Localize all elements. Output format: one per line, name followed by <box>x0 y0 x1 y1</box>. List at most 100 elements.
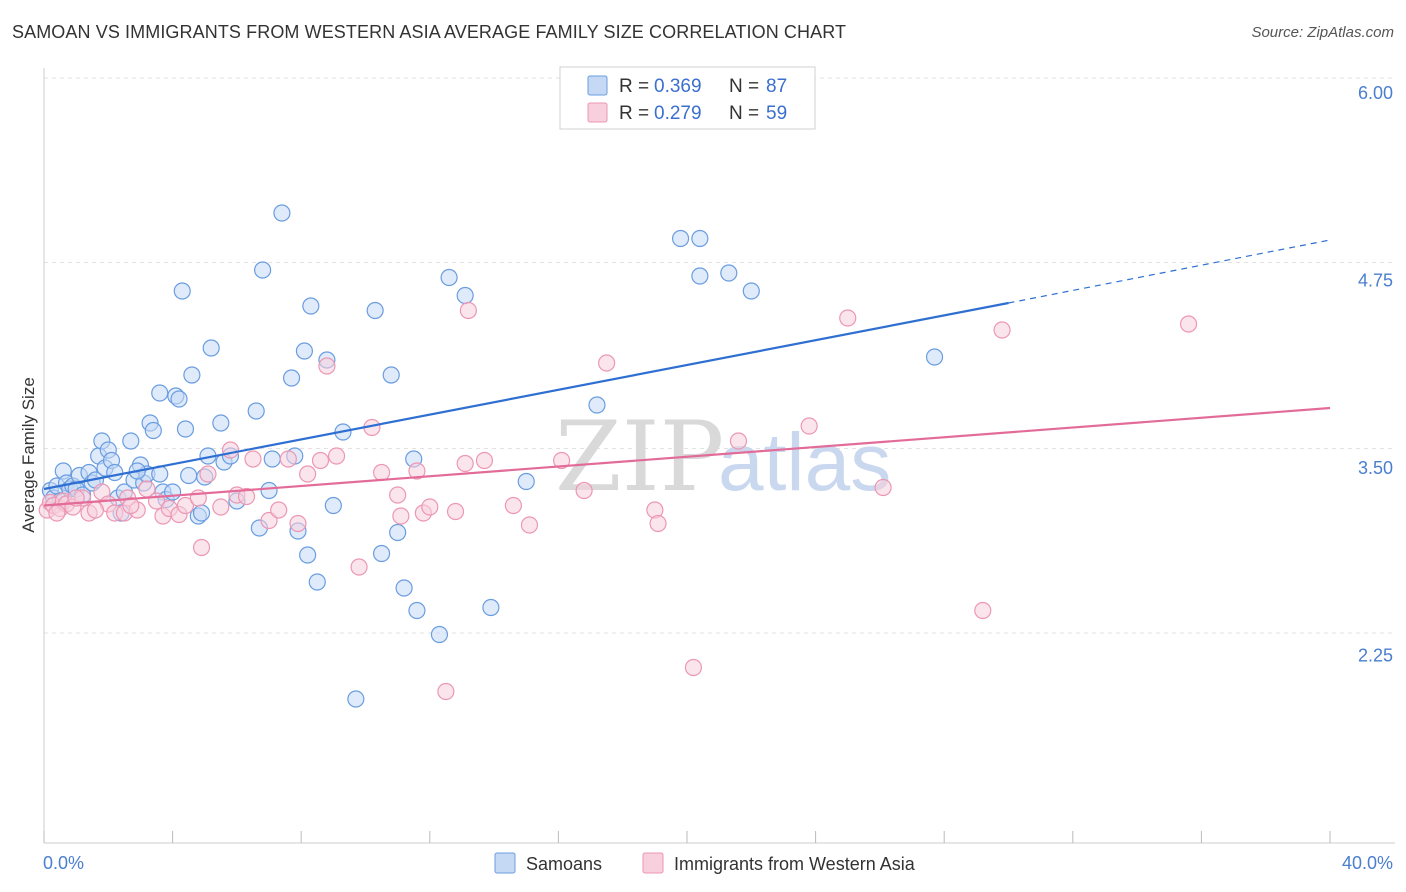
samoans-point-39 <box>183 366 201 384</box>
samoans-point-29 <box>144 421 162 440</box>
samoans-point-81 <box>691 267 709 285</box>
legend-n-value-0: 87 <box>766 76 787 97</box>
western-asia-point-50 <box>504 496 522 515</box>
western-asia-point-40 <box>389 486 407 504</box>
western-asia-point-54 <box>598 354 616 372</box>
western-asia-point-61 <box>874 478 892 497</box>
western-asia-point-22 <box>192 538 211 557</box>
western-asia-point-60 <box>839 309 857 327</box>
western-asia-point-41 <box>392 507 410 525</box>
chart-title: SAMOAN VS IMMIGRANTS FROM WESTERN ASIA A… <box>12 22 847 42</box>
samoans-point-85 <box>151 384 169 402</box>
western-asia-point-67 <box>86 501 105 519</box>
source-label: Source: ZipAtlas.com <box>1251 24 1394 41</box>
samoans-point-83 <box>742 282 760 300</box>
samoans-point-67 <box>372 544 391 563</box>
y-tick-label-2: 3.50 <box>1358 458 1393 478</box>
axes <box>43 68 1395 844</box>
x-tick-label-right: 40.0% <box>1342 853 1393 873</box>
y-tick-labels: 6.00 4.75 3.50 2.25 <box>1358 83 1393 666</box>
western-asia-point-49 <box>475 451 494 470</box>
samoans-point-23 <box>122 432 140 450</box>
samoans-point-36 <box>173 282 191 300</box>
western-asia-point-24 <box>212 498 230 516</box>
correlation-legend: R = 0.369 N = 87 R = 0.279 N = 59 <box>559 66 816 130</box>
samoans-point-44 <box>202 339 220 357</box>
samoans-point-33 <box>164 483 182 501</box>
western-asia-point-59 <box>800 417 818 435</box>
samoans-point-61 <box>308 573 326 591</box>
samoans-point-69 <box>389 523 407 542</box>
western-asia-point-51 <box>520 516 539 534</box>
samoans-point-80 <box>691 229 709 248</box>
samoans-point-72 <box>408 601 426 620</box>
samoans-point-19 <box>106 463 124 482</box>
western-asia-point-58 <box>729 432 748 450</box>
western-asia-point-52 <box>553 451 571 470</box>
bottom-legend-swatch-samoans <box>494 852 516 874</box>
samoans-point-50 <box>254 261 272 279</box>
western-asia-point-65 <box>48 504 66 522</box>
western-asia-point-68 <box>122 496 140 515</box>
legend-r-value-1: 0.279 <box>654 103 702 124</box>
samoans-point-63 <box>324 496 342 515</box>
western-asia-point-32 <box>289 514 307 533</box>
samoans-point-52 <box>260 481 278 500</box>
western-asia-point-29 <box>260 511 278 530</box>
samoans-point-55 <box>282 369 301 387</box>
samoans-trend-line <box>43 301 1009 491</box>
western-asia-point-30 <box>270 501 288 519</box>
samoans-point-82 <box>720 264 738 282</box>
samoans-point-66 <box>366 301 384 320</box>
samoans-point-79 <box>671 229 690 248</box>
western-asia-point-64 <box>1179 315 1198 333</box>
samoans-point-73 <box>430 625 449 644</box>
western-asia-point-20 <box>176 496 195 515</box>
western-asia-point-56 <box>649 514 667 533</box>
samoans-point-59 <box>302 297 320 315</box>
legend-r-value-0: 0.369 <box>654 76 702 97</box>
western-asia-point-23 <box>199 465 217 483</box>
legend-swatch-western-asia <box>587 102 608 123</box>
samoans-point-65 <box>347 690 365 708</box>
samoans-point-77 <box>517 472 535 491</box>
samoans-point-58 <box>295 342 314 360</box>
samoans-point-70 <box>395 579 413 597</box>
y-tick-label-0: 6.00 <box>1358 83 1393 103</box>
grid-lines <box>44 77 1395 634</box>
western-asia-point-47 <box>456 454 474 473</box>
bottom-legend-swatch-western-asia <box>642 852 664 874</box>
western-asia-point-37 <box>350 558 368 576</box>
western-asia-point-62 <box>974 601 992 620</box>
western-asia-point-28 <box>244 450 262 468</box>
western-asia-point-27 <box>237 487 256 506</box>
samoans-point-76 <box>482 598 500 617</box>
western-asia-point-48 <box>459 301 477 320</box>
samoans-point-54 <box>273 204 291 222</box>
western-asia-point-35 <box>318 357 336 375</box>
samoans-point-37 <box>176 420 195 438</box>
western-asia-point-31 <box>279 450 297 468</box>
legend-n-value-1: 59 <box>766 103 787 124</box>
western-asia-point-36 <box>327 447 346 465</box>
western-asia-point-45 <box>437 682 455 701</box>
bottom-legend-samoans: Samoans <box>526 854 602 874</box>
samoans-point-35 <box>170 390 188 408</box>
western-asia-point-33 <box>299 465 317 483</box>
samoans-point-68 <box>382 366 400 384</box>
y-tick-label-1: 4.75 <box>1358 271 1393 291</box>
western-asia-point-44 <box>421 498 439 516</box>
western-asia-point-57 <box>684 658 703 677</box>
western-asia-point-25 <box>221 441 240 459</box>
western-asia-point-34 <box>311 451 330 470</box>
legend-n-label-1: N = <box>729 103 759 124</box>
samoans-point-45 <box>212 414 230 432</box>
samoans-point-38 <box>180 466 198 485</box>
western-asia-point-63 <box>993 321 1011 339</box>
western-asia-point-53 <box>575 481 593 500</box>
samoans-point-49 <box>247 402 265 420</box>
western-asia-point-42 <box>408 462 426 480</box>
western-asia-points <box>38 301 1198 701</box>
samoans-point-60 <box>299 546 317 564</box>
